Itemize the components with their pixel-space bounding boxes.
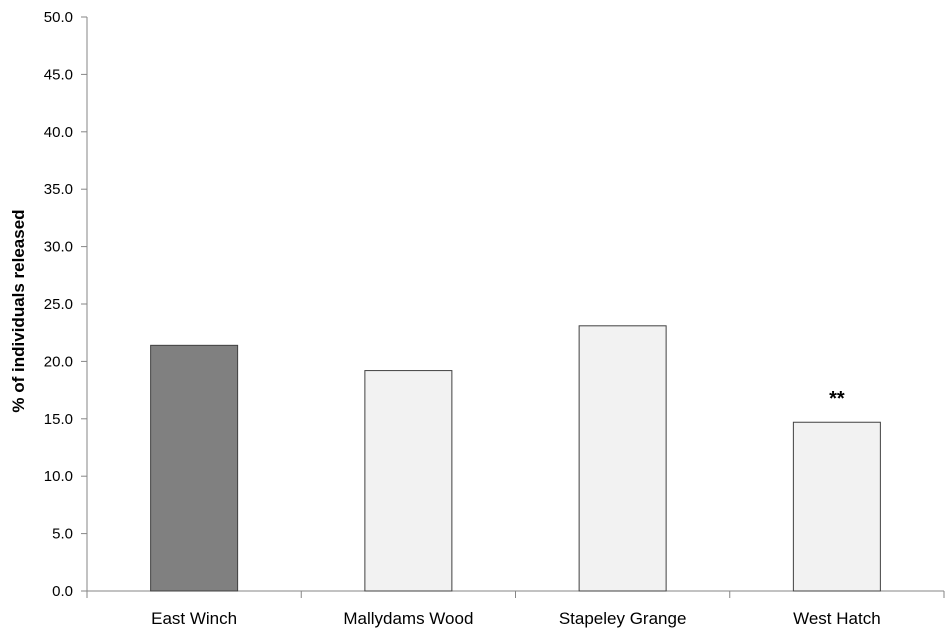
y-tick-label: 20.0: [44, 353, 73, 370]
significance-annotation: **: [829, 388, 845, 410]
y-tick-label: 50.0: [44, 9, 73, 26]
x-tick-label: East Winch: [151, 609, 237, 628]
y-tick-label: 5.0: [52, 526, 73, 543]
bar-stapeley-grange: [578, 325, 667, 592]
bars: [150, 325, 881, 592]
y-tick-label: 40.0: [44, 124, 73, 141]
y-tick-label: 10.0: [44, 468, 73, 485]
bar-east-winch: [150, 344, 239, 592]
bar-mallydams-wood: [364, 370, 453, 592]
bar-west-hatch: [792, 421, 881, 592]
y-tick-label: 15.0: [44, 411, 73, 428]
y-axis: 0.0 5.0 10.0 15.0 20.0 25.0 30.0 35.0 40.0 45.0 50…: [44, 9, 88, 600]
y-tick-label: 45.0: [44, 66, 73, 83]
x-axis: East Winch Mallydams Wood Stapeley Grange W…: [86, 590, 945, 628]
y-tick-label: 35.0: [44, 181, 73, 198]
annotations: **: [829, 388, 845, 410]
x-tick-label: West Hatch: [793, 609, 881, 628]
y-tick-label: 30.0: [44, 239, 73, 256]
y-tick-label: 25.0: [44, 296, 73, 313]
y-tick-label: 0.0: [52, 583, 73, 600]
y-axis-label: % of individuals released: [9, 209, 28, 412]
x-tick-label: Mallydams Wood: [343, 609, 473, 628]
x-tick-label: Stapeley Grange: [559, 609, 687, 628]
